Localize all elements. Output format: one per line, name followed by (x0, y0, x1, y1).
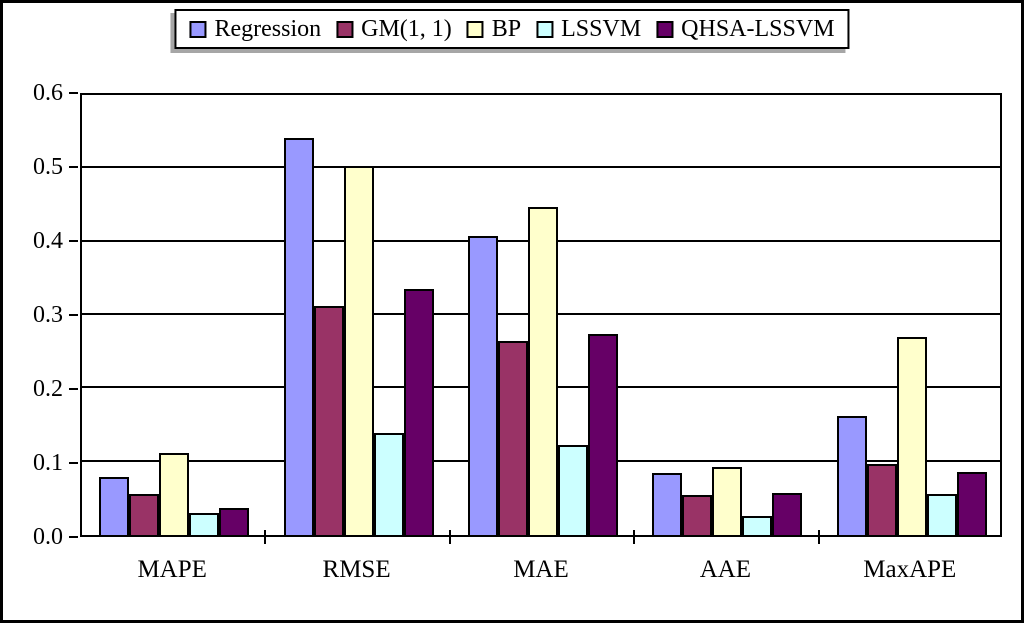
bar-LSSVM-MaxAPE (926, 494, 957, 535)
x-axis-label: MAPE (137, 556, 207, 583)
y-axis-label: 0.4 (33, 228, 63, 254)
y-axis-tick (69, 240, 78, 242)
bar-GM(1, 1)-MaxAPE (866, 464, 897, 535)
legend-swatch-icon (189, 20, 207, 38)
y-axis-tick (69, 166, 78, 168)
bar-GM(1, 1)-AAE (682, 495, 713, 535)
legend-label: GM(1, 1) (361, 16, 452, 42)
bar-QHSA-LSSVM-MAE (587, 334, 618, 535)
bar-Regression-RMSE (283, 138, 314, 535)
y-axis-tick (69, 314, 78, 316)
x-axis-label: MaxAPE (863, 556, 957, 583)
bar-LSSVM-RMSE (373, 433, 404, 535)
legend-label: LSSVM (561, 16, 642, 42)
x-axis-label: AAE (699, 556, 752, 583)
x-axis-label: MAE (513, 556, 569, 583)
bar-LSSVM-MAE (557, 445, 588, 535)
legend-swatch-icon (656, 20, 674, 38)
y-axis-label: 0.6 (33, 80, 63, 106)
legend-item: GM(1, 1) (336, 17, 452, 41)
legend-item: BP (466, 16, 522, 42)
bar-group (266, 138, 450, 535)
gridline (82, 166, 1000, 169)
x-axis-tick (448, 530, 451, 544)
bar-GM(1, 1)-MAPE (129, 494, 160, 535)
y-axis-tick (69, 536, 78, 538)
bar-BP-MAE (527, 207, 558, 535)
bar-BP-MAPE (159, 453, 190, 535)
legend-label: QHSA-LSSVM (681, 16, 835, 42)
legend-swatch-icon (336, 20, 354, 38)
bar-Regression-MaxAPE (836, 416, 867, 535)
plot-area (80, 93, 1002, 537)
bar-GM(1, 1)-MAE (497, 341, 528, 535)
x-axis-tick (633, 530, 636, 544)
bar-GM(1, 1)-RMSE (313, 306, 344, 535)
legend-item: Regression (189, 17, 321, 41)
y-axis-tick (69, 388, 78, 390)
bar-BP-MaxAPE (896, 337, 927, 535)
bar-group (820, 337, 1004, 535)
chart-legend: Regression GM(1, 1) BP LSSVM QHSA-LSSVM (174, 9, 850, 49)
legend-item: LSSVM (536, 17, 641, 41)
bar-Regression-MAPE (99, 477, 130, 535)
x-axis-tick (817, 530, 820, 544)
legend-swatch-icon (466, 20, 484, 38)
y-axis-label: 0.1 (33, 450, 63, 476)
y-axis-tick (69, 462, 78, 464)
bar-QHSA-LSSVM-MaxAPE (956, 472, 987, 535)
y-axis-label: 0.0 (33, 524, 63, 550)
bar-group (635, 467, 819, 535)
legend-label: Regression (214, 16, 322, 42)
y-axis-label: 0.5 (33, 154, 63, 180)
x-axis-tick (264, 530, 267, 544)
bar-LSSVM-MAPE (189, 513, 220, 535)
y-axis-label: 0.2 (33, 376, 63, 402)
legend-swatch-icon (536, 20, 554, 38)
bar-group (82, 453, 266, 535)
y-axis-label: 0.3 (33, 302, 63, 328)
bar-LSSVM-AAE (742, 516, 773, 535)
bar-Regression-AAE (652, 473, 683, 535)
legend-item: QHSA-LSSVM (656, 16, 835, 42)
legend-label: BP (491, 16, 522, 42)
bar-BP-RMSE (343, 166, 374, 535)
bar-QHSA-LSSVM-MAPE (219, 508, 250, 535)
bar-BP-AAE (712, 467, 743, 535)
x-axis-label: RMSE (322, 556, 391, 583)
bar-QHSA-LSSVM-AAE (772, 493, 803, 535)
bar-Regression-MAE (467, 236, 498, 535)
bar-QHSA-LSSVM-RMSE (403, 289, 434, 535)
bar-group (451, 207, 635, 535)
y-axis-tick (69, 92, 78, 94)
